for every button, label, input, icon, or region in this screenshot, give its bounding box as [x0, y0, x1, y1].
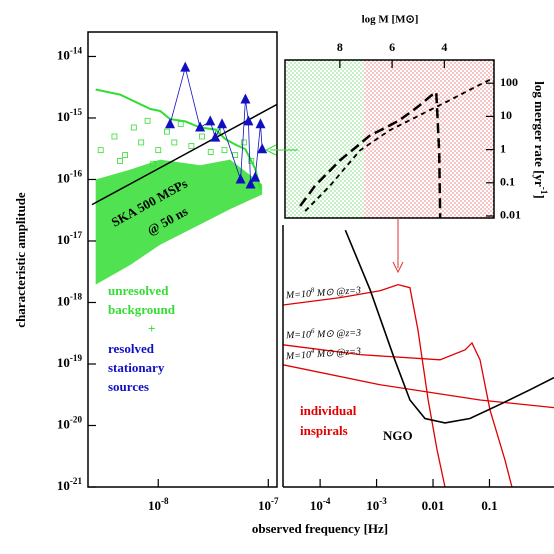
- x-tick-label: 10-4: [310, 496, 331, 513]
- region: [363, 60, 494, 218]
- marker: [130, 124, 137, 131]
- y-tick-label: 10-17: [57, 230, 83, 247]
- marker: [217, 118, 228, 129]
- marker: [165, 118, 176, 129]
- y-tick-label: 100: [500, 75, 518, 89]
- annotation: sources: [108, 379, 149, 394]
- marker: [177, 121, 184, 127]
- marker: [215, 128, 222, 135]
- series-line: [283, 341, 513, 487]
- x-tick-label: 10-3: [366, 496, 387, 513]
- x-tick-label: 6: [389, 40, 395, 54]
- plot-area: [283, 229, 554, 487]
- inset-y-label: log merger rate [yr-1]: [532, 81, 549, 198]
- y-axis-label: characteristic amplitude: [13, 192, 28, 328]
- marker: [207, 149, 214, 155]
- background-band: [95, 159, 263, 285]
- x-tick-label: 4: [441, 40, 447, 54]
- plot-area: [285, 60, 494, 218]
- marker: [199, 133, 205, 140]
- marker: [195, 121, 206, 132]
- annotation: inspirals: [300, 423, 348, 438]
- marker: [210, 131, 221, 142]
- marker: [240, 93, 251, 104]
- x-tick-label: 10-8: [148, 496, 169, 513]
- x-axis-label: observed frequency [Hz]: [252, 521, 388, 536]
- curve-label: M=106 M⊙ @z=3: [285, 325, 362, 341]
- x-tick-label: 10-7: [258, 496, 279, 513]
- marker: [180, 61, 191, 72]
- marker: [117, 158, 123, 164]
- annotation: background: [108, 302, 176, 317]
- y-tick-label: 1: [500, 141, 506, 155]
- y-tick-label: 10-16: [57, 169, 83, 186]
- arrow-head: [392, 261, 404, 274]
- x-tick-label: 8: [337, 40, 343, 54]
- x-tick-label: 0.01: [422, 498, 445, 513]
- marker: [232, 152, 239, 158]
- region: [285, 60, 364, 218]
- y-tick-label: 10-19: [57, 353, 83, 370]
- series-line: [344, 229, 554, 424]
- marker: [155, 147, 162, 154]
- marker: [221, 147, 228, 154]
- series-line: [283, 364, 554, 409]
- marker: [138, 139, 145, 146]
- marker: [171, 139, 178, 146]
- plot-area: [91, 61, 277, 285]
- annotation: resolved: [108, 341, 155, 356]
- marker: [255, 118, 266, 129]
- arrow-head: [264, 144, 277, 156]
- y-tick-label: 0.01: [500, 208, 521, 222]
- series-line: [283, 283, 446, 487]
- inset-x-label: log M [M⊙]: [362, 14, 419, 26]
- marker: [111, 133, 118, 140]
- y-tick-label: 10-15: [57, 107, 83, 124]
- marker: [240, 139, 247, 146]
- annotation: NGO: [383, 428, 413, 443]
- y-tick-label: 10-21: [57, 476, 83, 493]
- annotation: stationary: [108, 360, 165, 375]
- marker: [150, 160, 157, 167]
- marker: [122, 152, 129, 158]
- marker: [205, 115, 216, 126]
- y-tick-label: 0.1: [500, 175, 515, 189]
- x-tick-label: 0.1: [481, 498, 497, 513]
- curve-label: M=108 M⊙ @z=3: [284, 282, 361, 301]
- marker: [97, 147, 104, 154]
- marker: [235, 173, 246, 184]
- y-tick-label: 10-14: [57, 46, 83, 63]
- frame: [284, 59, 495, 219]
- y-tick-label: 10: [500, 108, 512, 122]
- marker: [243, 115, 254, 126]
- annotation: unresolved: [108, 283, 169, 298]
- marker: [257, 143, 268, 154]
- marker: [248, 158, 255, 164]
- y-tick-label: 10-18: [57, 292, 83, 309]
- marker: [144, 117, 151, 124]
- annotation: individual: [300, 403, 357, 418]
- y-tick-label: 10-20: [57, 415, 83, 432]
- marker: [188, 143, 195, 149]
- marker: [245, 178, 256, 189]
- marker: [250, 171, 261, 182]
- marker: [164, 128, 170, 135]
- annotation: +: [148, 321, 155, 336]
- frame: [87, 31, 278, 488]
